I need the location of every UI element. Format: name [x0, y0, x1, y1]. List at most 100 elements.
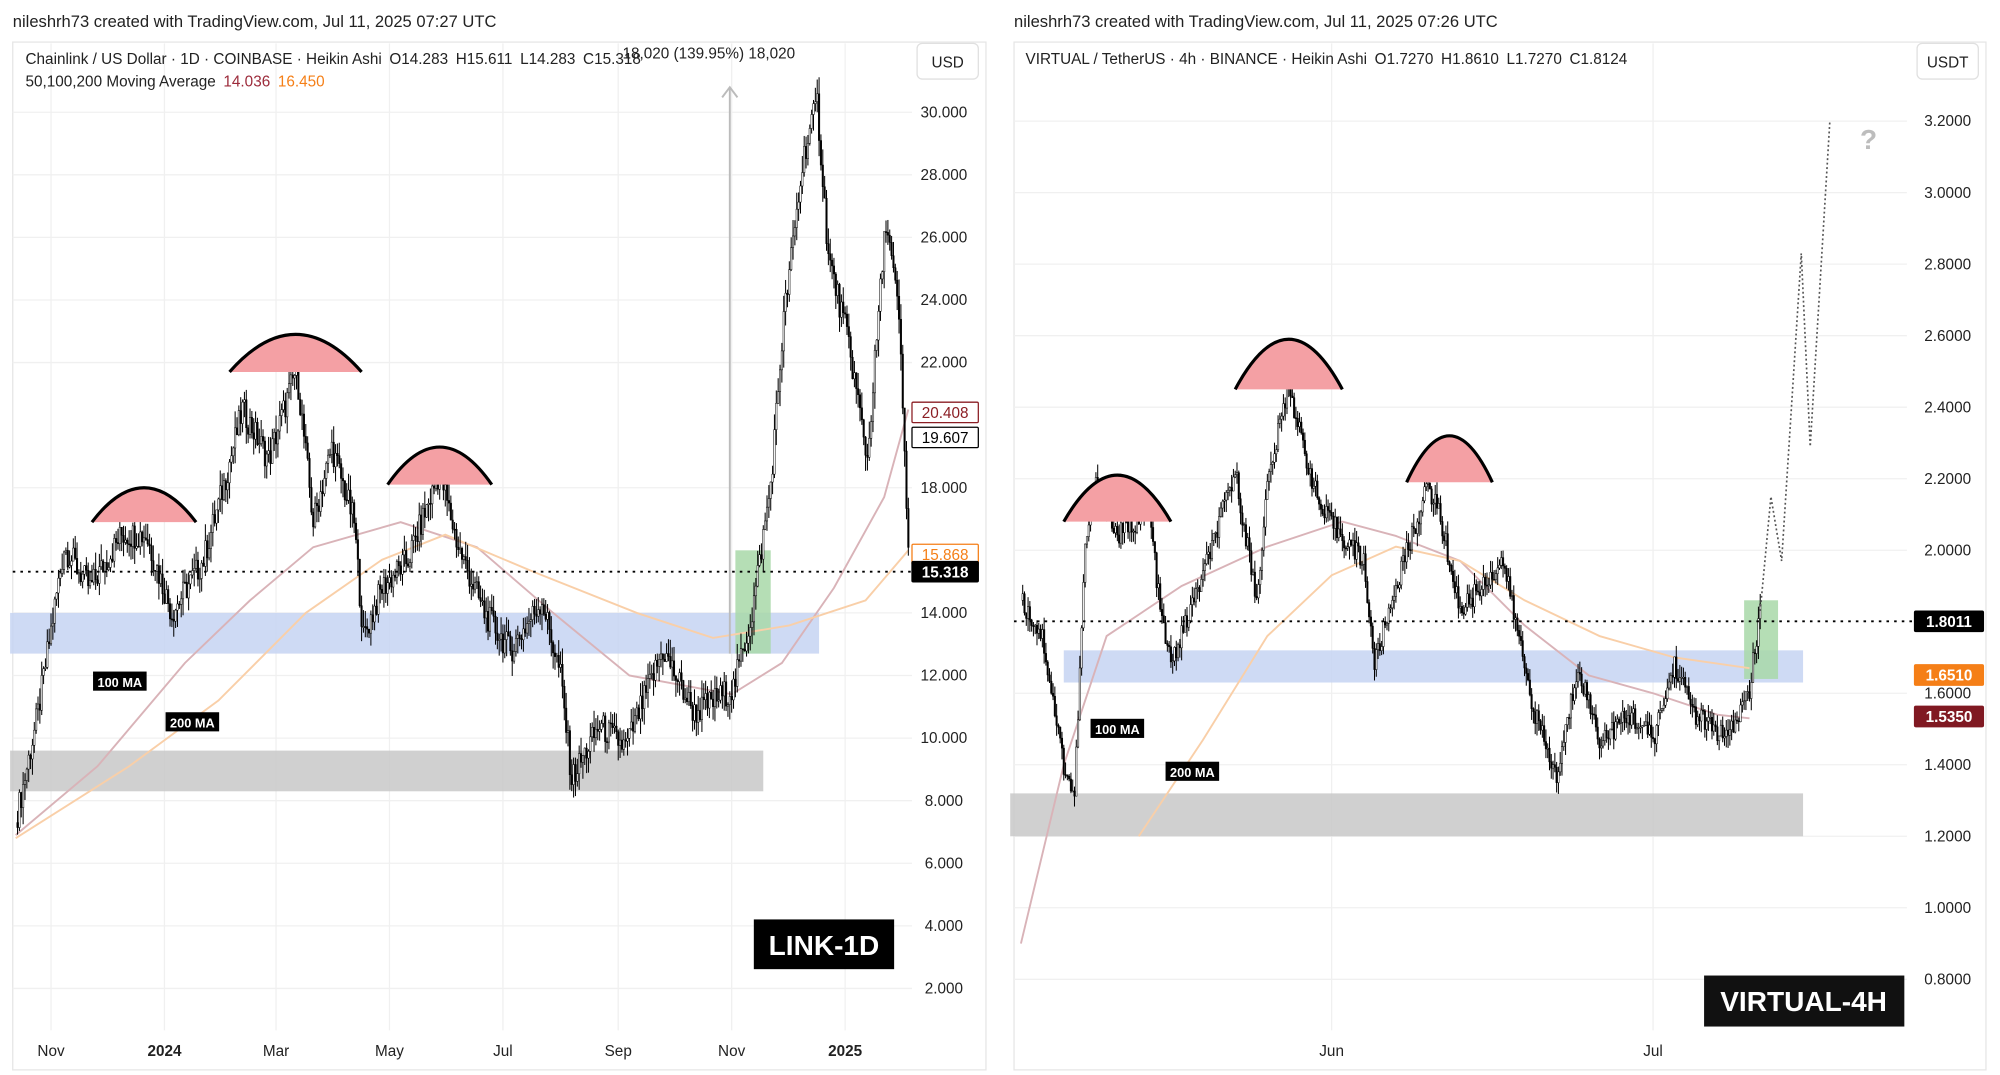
virtual-candle-body	[1710, 717, 1714, 732]
link-candle-body	[217, 498, 220, 511]
virtual-candle-body	[1477, 590, 1480, 593]
link-candle-body	[877, 311, 880, 341]
link-candle-body	[172, 618, 175, 622]
virtual-candle-body	[1718, 735, 1721, 742]
virtual-close: C1.8124	[1569, 51, 1627, 68]
link-candle-body	[51, 623, 54, 627]
link-candle-body	[362, 626, 365, 628]
link-candle-body	[736, 659, 739, 687]
link-candle-body	[317, 505, 320, 512]
virtual-candle-body	[1596, 726, 1599, 740]
virtual-candle-body	[1750, 682, 1753, 699]
virtual-candle-body	[1439, 503, 1442, 522]
virtual-candle-body	[1478, 591, 1481, 597]
link-candle-body	[291, 374, 294, 379]
link-candle-body	[429, 503, 432, 505]
virtual-candle-body	[1685, 686, 1689, 688]
link-candle-body	[278, 415, 281, 432]
virtual-candle-body	[1569, 694, 1572, 719]
link-candle-body	[228, 461, 231, 484]
link-candle-body	[858, 394, 862, 409]
link-candle-body	[453, 528, 456, 531]
link-candle-body	[557, 654, 560, 668]
virtual-candle-body	[1243, 524, 1246, 526]
link-candle-body	[686, 697, 689, 702]
link-candle-body	[860, 407, 863, 421]
link-candle-body	[420, 514, 423, 535]
link-candle-body	[853, 372, 856, 380]
virtual-candle-body	[1616, 718, 1619, 723]
virtual-candle-body	[1066, 775, 1069, 777]
link-candle-body	[751, 621, 754, 628]
virtual-candle-body	[1630, 712, 1633, 726]
link-candle-body	[412, 535, 415, 541]
link-candle-body	[284, 400, 287, 418]
virtual-candle-body	[1491, 572, 1494, 580]
link-currency-button[interactable]: USD	[916, 42, 979, 80]
link-candle-body	[544, 614, 547, 620]
link-candle-body	[875, 339, 878, 351]
virtual-candle-body	[1227, 489, 1230, 493]
link-candle-body	[563, 685, 566, 709]
link-candle-body	[470, 583, 473, 587]
link-candle-body	[777, 391, 780, 404]
link-ma-label: 200 MA	[170, 716, 215, 731]
virtual-candle-body	[1693, 706, 1696, 708]
link-candle-body	[594, 728, 597, 738]
link-candle-body	[457, 546, 460, 551]
link-candle-body	[208, 548, 211, 559]
link-y-tick-label: 14.000	[920, 605, 967, 622]
link-candle-body	[20, 792, 23, 808]
virtual-candle-body	[1119, 522, 1122, 544]
virtual-candle-body	[1485, 584, 1489, 587]
virtual-candle-body	[1075, 746, 1078, 797]
virtual-candle-body	[1264, 499, 1267, 528]
link-candle-body	[540, 604, 544, 615]
virtual-ma-label-box	[1165, 761, 1220, 781]
virtual-candle-body	[1053, 695, 1056, 717]
link-candle-body	[144, 537, 147, 540]
virtual-candle-body	[1446, 533, 1449, 562]
link-measure-label: 18,020 (139.95%) 18,020	[622, 46, 795, 63]
link-candle-body	[64, 549, 67, 553]
virtual-candle-body	[1623, 710, 1626, 719]
virtual-candle-body	[1514, 617, 1517, 620]
link-candle-body	[397, 561, 400, 567]
link-candle-body	[678, 672, 681, 682]
link-candle-body	[371, 614, 374, 623]
virtual-candle-body	[1646, 721, 1649, 735]
virtual-candle-body	[1587, 694, 1590, 701]
link-candle-body	[613, 725, 616, 728]
virtual-candle-body	[1585, 682, 1589, 701]
virtual-candle-body	[1230, 487, 1233, 492]
link-candle-body	[462, 556, 465, 560]
link-candle-body	[319, 491, 322, 512]
link-candle-body	[170, 618, 173, 621]
virtual-candle-body	[1025, 612, 1028, 619]
virtual-panel	[1013, 41, 1987, 1071]
link-candle-body	[672, 660, 676, 677]
link-candle-body	[451, 519, 454, 530]
virtual-candle-body	[1203, 563, 1206, 571]
link-candle-body	[665, 653, 668, 662]
virtual-candle-body	[1112, 528, 1115, 534]
link-candle-body	[885, 231, 888, 233]
link-candle-body	[509, 635, 512, 652]
link-candle-body	[797, 201, 800, 210]
virtual-candle-body	[1757, 618, 1760, 647]
virtual-candle-body	[1343, 540, 1346, 549]
virtual-candle-body	[1269, 464, 1272, 472]
link-candle-body	[345, 499, 348, 502]
virtual-candle-body	[1534, 711, 1537, 724]
virtual-candle-body	[1327, 506, 1330, 511]
link-candle-body	[847, 326, 850, 337]
link-candle-body	[109, 558, 112, 568]
virtual-candle-body	[1503, 565, 1506, 569]
virtual-candle-body	[1352, 540, 1355, 546]
link-candle-body	[187, 583, 190, 599]
link-candle-body	[384, 577, 387, 594]
virtual-currency-button[interactable]: USDT	[1916, 42, 1979, 80]
link-candle-body	[22, 784, 25, 808]
link-candle-body	[193, 568, 196, 571]
link-candle-body	[66, 549, 69, 568]
